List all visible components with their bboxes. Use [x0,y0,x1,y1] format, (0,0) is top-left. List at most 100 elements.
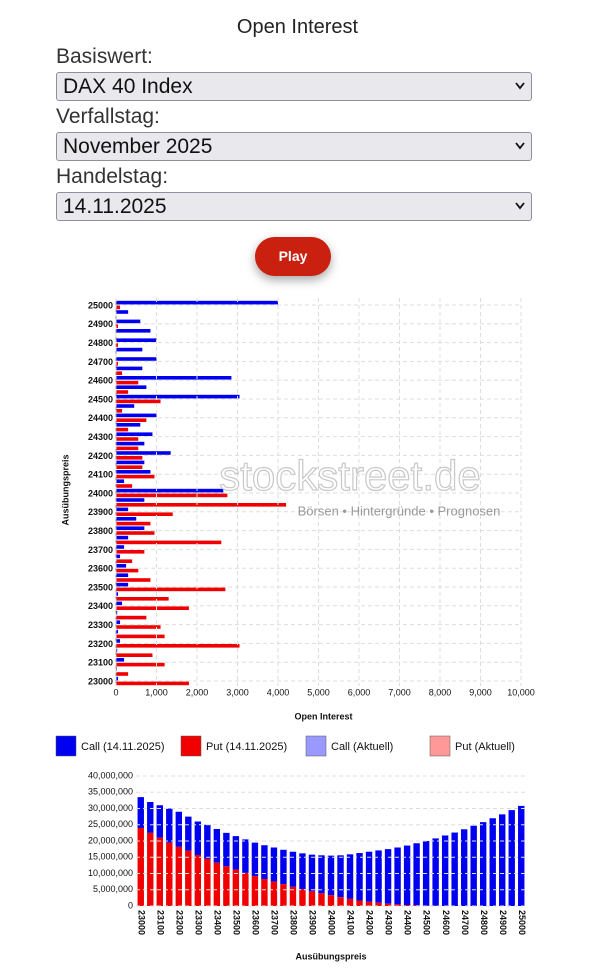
bar [116,672,129,676]
bar [116,573,129,577]
bar [116,521,151,526]
legend-label: Call (14.11.2025) [81,741,165,753]
x-tick-label: 23200 [174,910,184,935]
bar [116,526,145,530]
bar-segment [384,849,392,904]
bar-segment [204,824,211,859]
select[interactable]: DAX 40 Index [56,72,532,101]
x-tick-label: 2,000 [186,687,209,697]
bar-segment [251,876,259,906]
bar-segment [394,847,401,905]
x-tick-label: 23700 [270,910,280,935]
x-tick-label: 23300 [193,910,203,935]
bar-segment [175,811,183,847]
x-tick-label: 0 [113,687,118,697]
bar [116,545,125,549]
bar-segment [223,866,230,906]
bar-segment [156,805,163,838]
legend-swatch [429,735,451,757]
x-tick-label: 23000 [136,910,146,935]
y-tick-label: 23900 [88,507,113,517]
bar [116,517,137,521]
y-tick-label: 35,000,000 [88,787,133,797]
select[interactable]: November 2025 [56,132,532,161]
bar-segment [299,889,306,906]
bar-segment [242,872,249,906]
bar [116,385,147,389]
y-tick-label: 24500 [88,394,113,404]
legend-label: Put (14.11.2025) [206,741,287,753]
select[interactable]: 14.11.2025 [56,192,532,221]
select-value: November 2025 [63,135,213,158]
bar [116,371,123,375]
x-tick-label: 24000 [327,910,337,935]
x-tick-label: 7,000 [388,687,411,697]
x-tick-label: 25000 [517,910,527,935]
bar [116,465,143,469]
select-value: DAX 40 Index [63,75,193,98]
bar [116,362,119,366]
bar [116,399,161,404]
bar-segment [327,855,335,896]
bar [116,390,129,394]
bar-segment [213,862,221,906]
bar-segment [318,855,325,894]
x-tick-label: 24500 [422,910,432,935]
bar [116,611,118,615]
y-tick-label: 23500 [88,582,113,592]
bar [116,474,155,479]
play-button[interactable]: Play [255,237,331,276]
bar [116,446,139,451]
x-tick-label: 3,000 [226,687,249,697]
x-tick-label: 1,000 [145,687,168,697]
bar [116,357,157,361]
y-tick-label: 10,000,000 [88,868,133,878]
y-tick-label: 24900 [88,319,113,329]
bar [116,404,135,408]
chevron [515,202,525,210]
chevron [515,142,525,150]
bar [116,634,165,639]
bar [116,629,119,634]
y-tick-label: 23000 [88,676,113,686]
bar-segment [270,881,278,906]
y-tick-label: 24700 [88,357,113,367]
bar [116,615,147,620]
bar [116,376,232,380]
bar [116,625,161,629]
bar [116,639,121,643]
y-tick-label: 20,000,000 [88,835,133,845]
bar-segment [232,869,240,906]
bar [116,380,139,385]
legend-label: Put (Aktuell) [455,741,515,753]
bar [116,484,133,488]
x-tick-label: 23800 [289,910,299,935]
bar-segment [403,845,411,906]
bar [116,681,189,686]
bar-segment [413,843,420,906]
y-tick-label: 23600 [88,564,113,574]
bar-segment [375,850,382,903]
bar [116,479,125,483]
bar-segment [346,898,354,906]
bar-segment [375,902,382,906]
y-tick-label: 24100 [88,470,113,480]
bar-segment [289,886,297,906]
x-tick-label: 23900 [308,910,318,935]
x-tick-label: 9,000 [469,687,492,697]
y-tick-label: 24300 [88,432,113,442]
x-tick-label: 23600 [251,910,261,935]
bar [116,366,143,371]
bar [116,470,151,474]
bar-segment [156,837,163,906]
bar [116,338,157,342]
bar-segment [479,822,487,906]
x-tick-label: 23500 [232,910,242,935]
select-value: 14.11.2025 [63,195,167,218]
x-tick-label: 10,000 [507,687,535,697]
bar-segment [175,846,183,906]
chevron [515,82,525,90]
bar-segment [499,814,506,906]
